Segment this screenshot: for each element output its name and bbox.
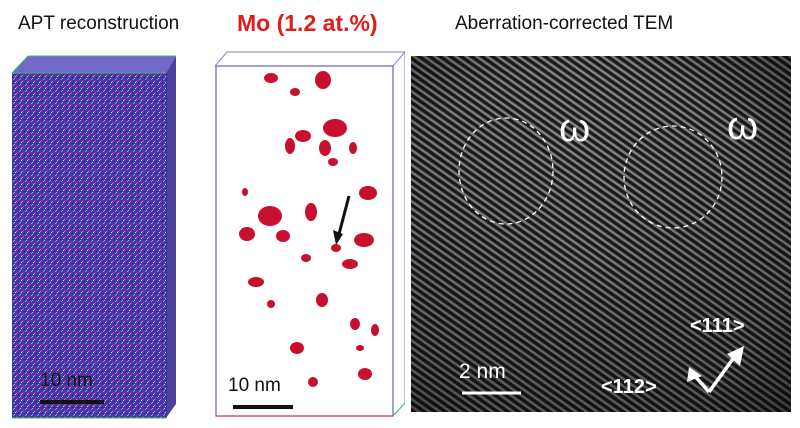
arrow-icon: [333, 195, 351, 245]
apt-scalebar: [40, 400, 104, 404]
tem-scalebar-label: 2 nm: [459, 360, 506, 383]
direction-111-label: <111>: [690, 315, 745, 337]
mo-panel-title: Mo (1.2 at.%): [237, 10, 378, 36]
apt-volume: [12, 56, 176, 73]
tem-panel-title: Aberration-corrected TEM: [455, 13, 674, 34]
apt-reconstruction-image: 10 nm: [8, 48, 186, 423]
omega-label-right: ω: [727, 104, 759, 148]
apt-panel-title: APT reconstruction: [18, 13, 180, 34]
omega-region-right: [623, 125, 723, 229]
mo-isosurface-image: 10 nm: [214, 48, 406, 423]
mo-scalebar-label: 10 nm: [228, 375, 281, 396]
apt-scalebar-label: 10 nm: [40, 370, 93, 391]
omega-region-left: [458, 117, 554, 225]
tem-image: ω ω 2 nm <111> <112>: [411, 56, 791, 412]
crystal-direction-axes-icon: [687, 346, 744, 394]
mo-clusters: [239, 71, 379, 387]
direction-112-label: <112>: [601, 376, 657, 398]
mo-scalebar: [233, 405, 293, 409]
omega-label-left: ω: [559, 106, 591, 150]
